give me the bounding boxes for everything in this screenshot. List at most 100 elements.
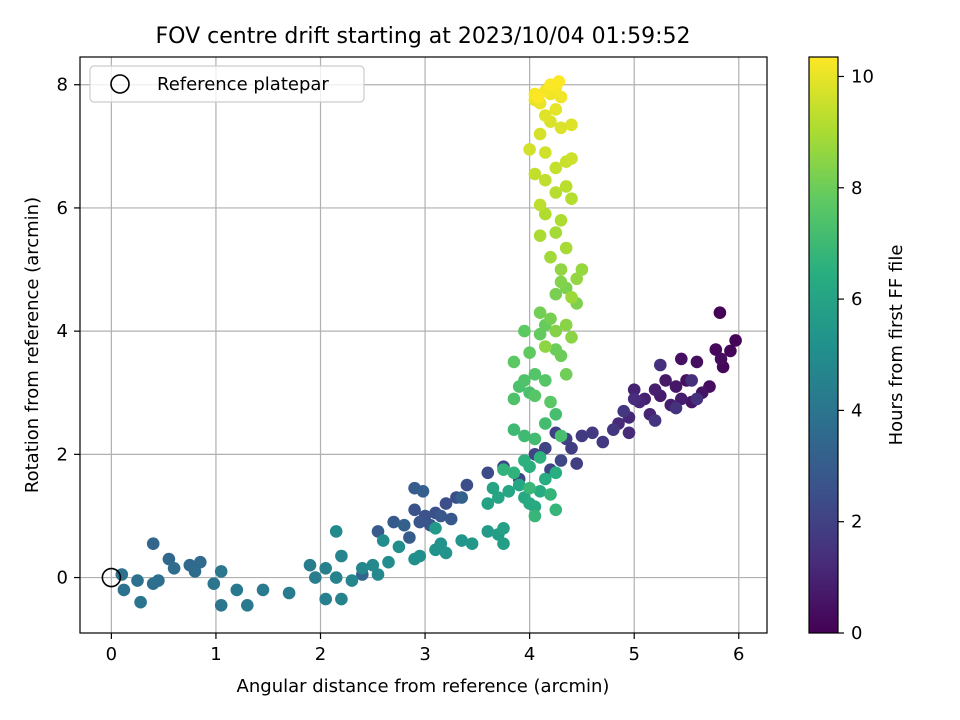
data-point [552, 75, 566, 88]
data-point [319, 562, 333, 575]
data-point [627, 392, 641, 406]
data-point [549, 466, 563, 480]
y-tick-label: 8 [57, 75, 68, 96]
y-tick-label: 4 [57, 321, 68, 342]
data-point [539, 340, 552, 353]
data-point [544, 395, 557, 409]
data-point [539, 207, 552, 221]
data-point [729, 334, 742, 347]
data-point [549, 103, 563, 116]
x-axis-label: Angular distance from reference (arcmin) [237, 676, 610, 697]
data-point [403, 531, 416, 544]
plot-frame [79, 56, 768, 634]
data-point [559, 318, 573, 332]
data-point [554, 454, 568, 467]
data-point [539, 374, 552, 387]
data-point [303, 558, 317, 572]
data-point [528, 500, 542, 513]
data-point [533, 198, 547, 212]
x-tick-label: 4 [524, 644, 535, 665]
data-point [507, 355, 521, 369]
data-point [439, 497, 453, 510]
data-point [648, 383, 662, 397]
data-point [345, 574, 359, 587]
data-point [549, 408, 563, 421]
reference-marker [101, 567, 122, 588]
data-point [554, 275, 568, 289]
data-point [329, 525, 343, 538]
y-tick-label: 2 [57, 444, 68, 465]
data-point [559, 241, 573, 255]
data-point [570, 272, 583, 286]
x-tick-label: 5 [628, 644, 639, 665]
data-point [241, 599, 254, 612]
data-point [387, 515, 401, 529]
colorbar-tick-label: 4 [851, 400, 862, 421]
data-point [709, 343, 723, 356]
data-point [544, 312, 557, 326]
data-point [481, 525, 495, 538]
colorbar: 0 2 4 6 8 10 Hours from first FF file [808, 56, 907, 644]
data-point [531, 90, 545, 104]
legend: Reference platepar [89, 65, 365, 103]
data-point [549, 226, 563, 239]
x-tick-label: 3 [419, 644, 430, 665]
data-point [523, 481, 536, 495]
data-point [565, 192, 578, 205]
data-point [539, 417, 552, 430]
data-point [544, 488, 557, 501]
data-point [444, 512, 458, 526]
colorbar-label: Hours from first FF file [886, 245, 907, 446]
data-point [497, 463, 510, 477]
data-point [497, 537, 510, 550]
data-point [439, 546, 453, 560]
data-point [713, 306, 727, 320]
y-tick-label: 6 [57, 198, 68, 219]
data-point [539, 146, 552, 159]
data-point [507, 392, 521, 406]
data-point [455, 534, 469, 547]
data-point [659, 374, 672, 387]
data-point [434, 509, 448, 523]
data-point [685, 374, 698, 387]
data-point [549, 186, 563, 199]
data-point [335, 592, 348, 606]
data-point [622, 426, 636, 440]
data-point [570, 457, 583, 470]
data-point [518, 374, 531, 387]
data-point [690, 355, 704, 369]
data-point [554, 429, 568, 443]
data-point [214, 599, 228, 612]
data-point [528, 432, 542, 446]
data-point [507, 466, 521, 480]
data-point [481, 466, 495, 480]
data-point [724, 344, 737, 358]
data-point [455, 491, 469, 504]
data-point [523, 346, 536, 360]
data-point [669, 380, 683, 393]
data-point [533, 327, 547, 341]
data-point [507, 423, 521, 437]
data-point [413, 515, 427, 529]
data-point [539, 173, 552, 187]
colorbar-tick-label: 0 [851, 623, 862, 644]
data-point [627, 383, 641, 397]
data-point [518, 324, 531, 338]
data-point [675, 352, 688, 366]
data-point [533, 485, 547, 498]
x-tick-label: 0 [106, 644, 117, 665]
data-point [146, 537, 160, 550]
colorbar-ticks: 0 2 4 6 8 10 [838, 66, 874, 644]
x-axis-ticks: 0 1 2 3 4 5 6 [106, 633, 744, 665]
data-point [366, 558, 380, 572]
data-point [214, 565, 228, 578]
colorbar-tick-label: 10 [851, 66, 874, 87]
data-point [492, 491, 505, 504]
legend-box [89, 65, 365, 103]
data-point [528, 389, 542, 403]
chart-title: FOV centre drift starting at 2023/10/04 … [156, 24, 691, 49]
data-point [669, 401, 683, 415]
data-point [648, 414, 662, 427]
data-point [565, 152, 578, 165]
data-point [486, 481, 500, 495]
